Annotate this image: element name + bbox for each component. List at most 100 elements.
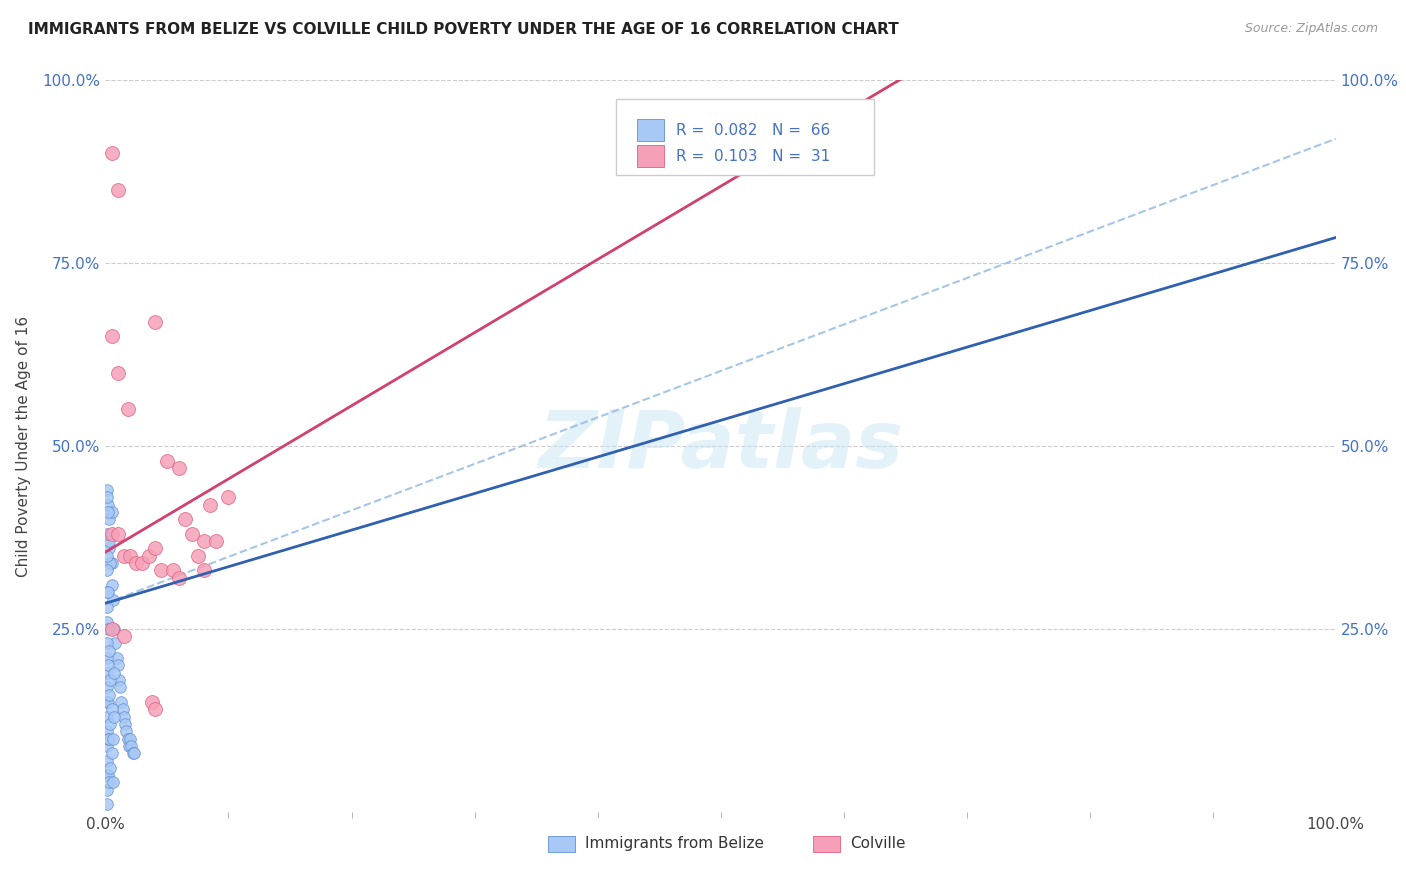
Point bbox=[112, 709, 135, 723]
Point bbox=[118, 739, 141, 753]
Text: ZIPatlas: ZIPatlas bbox=[538, 407, 903, 485]
Point bbox=[98, 775, 121, 789]
Point bbox=[100, 556, 122, 570]
Point bbox=[115, 724, 138, 739]
Point bbox=[100, 746, 122, 760]
Point bbox=[120, 731, 141, 746]
Point bbox=[105, 651, 128, 665]
Point bbox=[100, 622, 122, 636]
Point bbox=[125, 556, 148, 570]
Text: Colville: Colville bbox=[849, 837, 905, 851]
Point bbox=[97, 695, 120, 709]
Point bbox=[100, 702, 122, 716]
Point bbox=[112, 549, 135, 563]
Point bbox=[162, 563, 184, 577]
FancyBboxPatch shape bbox=[637, 119, 664, 141]
Point bbox=[98, 688, 121, 702]
Point bbox=[169, 461, 191, 475]
Point bbox=[96, 490, 118, 504]
Point bbox=[101, 731, 124, 746]
Point bbox=[100, 146, 122, 161]
Point bbox=[101, 592, 124, 607]
Point bbox=[156, 453, 179, 467]
Point bbox=[96, 695, 118, 709]
Point bbox=[120, 739, 142, 753]
Point bbox=[97, 622, 120, 636]
Point bbox=[110, 695, 132, 709]
Point bbox=[96, 526, 118, 541]
Point bbox=[96, 599, 118, 614]
Point bbox=[107, 658, 129, 673]
FancyBboxPatch shape bbox=[637, 145, 664, 168]
Point bbox=[98, 761, 122, 775]
Point bbox=[100, 329, 122, 343]
Point bbox=[98, 541, 121, 556]
Point bbox=[96, 585, 118, 599]
Point bbox=[103, 665, 125, 680]
Point bbox=[117, 402, 139, 417]
Point bbox=[138, 549, 160, 563]
Point bbox=[100, 526, 122, 541]
Point bbox=[111, 702, 134, 716]
Point bbox=[193, 563, 215, 577]
Point bbox=[198, 498, 221, 512]
Point bbox=[180, 526, 202, 541]
Point bbox=[169, 571, 191, 585]
Point bbox=[96, 615, 118, 629]
Point bbox=[98, 556, 122, 570]
Point bbox=[96, 549, 118, 563]
Point bbox=[205, 534, 228, 549]
Point bbox=[97, 768, 120, 782]
Point bbox=[97, 498, 120, 512]
Point bbox=[112, 629, 135, 643]
Point bbox=[107, 526, 129, 541]
Point bbox=[97, 731, 120, 746]
Point bbox=[174, 512, 197, 526]
Point bbox=[104, 636, 127, 650]
Point bbox=[143, 541, 166, 556]
Point bbox=[218, 490, 240, 504]
Point bbox=[96, 483, 118, 497]
Point bbox=[110, 681, 132, 695]
Point bbox=[98, 717, 122, 731]
Point bbox=[103, 709, 125, 723]
Point bbox=[143, 702, 166, 716]
Point bbox=[96, 681, 118, 695]
Point bbox=[96, 782, 118, 797]
Point bbox=[96, 651, 118, 665]
Point bbox=[96, 768, 118, 782]
Point bbox=[117, 731, 139, 746]
Point bbox=[187, 549, 209, 563]
Point bbox=[96, 739, 118, 753]
Point bbox=[96, 563, 118, 577]
FancyBboxPatch shape bbox=[813, 836, 839, 852]
Point bbox=[193, 534, 215, 549]
Point bbox=[96, 724, 118, 739]
Point bbox=[96, 754, 118, 768]
Point bbox=[103, 622, 125, 636]
FancyBboxPatch shape bbox=[616, 99, 875, 176]
Text: Source: ZipAtlas.com: Source: ZipAtlas.com bbox=[1244, 22, 1378, 36]
Point bbox=[100, 505, 122, 519]
Point bbox=[96, 665, 118, 680]
Point bbox=[101, 775, 124, 789]
Point bbox=[114, 717, 136, 731]
Point bbox=[149, 563, 172, 577]
Point bbox=[96, 797, 118, 812]
Text: IMMIGRANTS FROM BELIZE VS COLVILLE CHILD POVERTY UNDER THE AGE OF 16 CORRELATION: IMMIGRANTS FROM BELIZE VS COLVILLE CHILD… bbox=[28, 22, 898, 37]
Point bbox=[143, 315, 166, 329]
Point bbox=[98, 731, 121, 746]
Point bbox=[107, 366, 129, 380]
Point bbox=[97, 658, 120, 673]
Point bbox=[108, 673, 131, 687]
Y-axis label: Child Poverty Under the Age of 16: Child Poverty Under the Age of 16 bbox=[17, 316, 31, 576]
Point bbox=[98, 673, 122, 687]
Text: R =  0.082   N =  66: R = 0.082 N = 66 bbox=[676, 122, 831, 137]
FancyBboxPatch shape bbox=[548, 836, 575, 852]
Point bbox=[107, 183, 129, 197]
Text: R =  0.103   N =  31: R = 0.103 N = 31 bbox=[676, 149, 831, 164]
Point bbox=[131, 556, 153, 570]
Point bbox=[97, 585, 120, 599]
Point bbox=[120, 549, 141, 563]
Point bbox=[100, 578, 122, 592]
